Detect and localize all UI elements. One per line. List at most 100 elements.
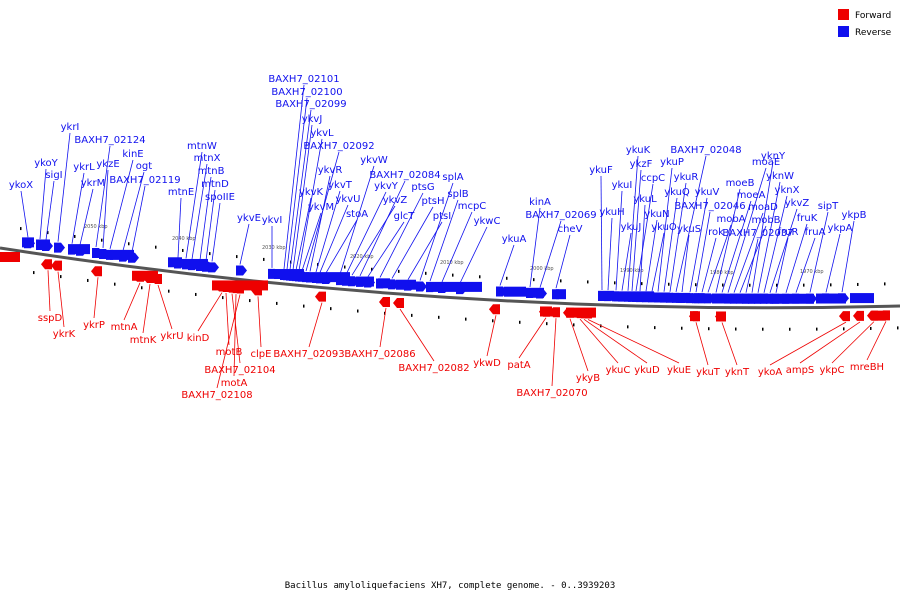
reverse-gene-label: ykrM [81,178,105,189]
reverse-gene-leader [727,167,767,293]
reverse-gene-block [168,257,182,268]
track-tick [479,275,481,279]
reverse-gene-label: glcT [394,211,416,222]
reverse-gene-leader [607,217,613,291]
reverse-gene-label: mobB [751,215,780,226]
reverse-gene-label: ykpA [828,223,853,234]
track-tick [560,279,562,283]
reverse-gene-leader [309,175,331,272]
reverse-gene-leader [79,188,94,245]
track-tick [695,283,697,287]
reverse-gene-label: mobA [716,214,745,225]
forward-gene-leader [379,307,387,348]
reverse-gene-leader [841,220,855,293]
forward-gene-leader [551,318,557,387]
reverse-gene-leader [441,211,473,283]
forward-gene-block [0,252,20,262]
forward-gene-leader [518,317,547,359]
reverse-gene-label: fruK [797,213,818,224]
track-tick [47,231,49,235]
reverse-gene-label: fruA [805,227,826,238]
reverse-gene-block [850,293,874,304]
reverse-gene-label: mtnX [194,153,221,164]
reverse-gene-label: ptsG [411,182,434,193]
reverse-gene-label: ykvW [360,155,388,166]
reverse-gene-label: ykvE [237,213,261,224]
reverse-gene-label: ykuV [695,187,720,198]
reverse-gene-block [36,239,50,250]
reverse-gene-leader [199,176,212,261]
legend-forward-label: Forward [855,11,891,21]
reverse-gene-arrow [208,262,219,273]
reverse-gene-label: BAXH7_02092 [303,141,374,152]
forward-gene-label: BAXH7_02104 [204,365,275,376]
reverse-gene-block [426,281,482,292]
reverse-gene-label: ykuK [626,145,651,156]
reverse-gene-block [306,272,350,283]
reverse-gene-block [526,287,544,298]
track-tick [546,322,548,326]
forward-gene-label: BAXH7_02082 [398,363,469,374]
track-tick [384,311,386,315]
reverse-gene-leader [289,109,312,270]
forward-gene-label: clpE [251,349,272,360]
forward-gene-leader [399,308,435,362]
track-tick [101,238,103,242]
reverse-gene-label: BAXH7_02119 [109,175,180,186]
reverse-gene-label: mtnB [198,166,225,177]
reverse-gene-label: moeA [737,190,766,201]
tick-label: 1970 kbp [800,269,824,275]
reverse-gene-label: mcpC [458,201,487,212]
track-tick [371,267,373,271]
track-tick [33,271,35,275]
reverse-gene-label: yknW [766,171,794,182]
forward-gene-block [690,311,698,322]
reverse-gene-label: kinE [122,149,143,160]
forward-gene-label: ykpC [819,365,844,376]
track-tick [708,327,710,331]
reverse-gene-label: BAXH7_02100 [271,87,342,98]
forward-gene-label: ykrP [83,320,105,331]
reverse-gene-block [816,293,846,304]
forward-gene-label: motA [221,378,248,389]
reverse-gene-label: ykuQ [664,187,690,198]
reverse-gene-leader [695,211,711,293]
track-tick [465,317,467,321]
track-tick [209,252,211,256]
reverse-gene-leader [57,132,71,242]
forward-gene-label: ykuD [634,365,660,376]
forward-gene-label: ykrU [160,331,183,342]
reverse-gene-label: ykvZ [383,195,408,206]
reverse-gene-leader [785,223,808,293]
reverse-gene-leader [345,191,387,275]
reverse-gene-leader [635,183,654,292]
reverse-gene-leader [109,159,134,249]
reverse-gene-leader [681,234,690,293]
track-tick [411,313,413,317]
forward-gene-leader [233,294,237,377]
reverse-gene-leader [809,211,829,293]
reverse-gene-label: BAXH7_02046 [674,201,745,212]
reverse-gene-label: yknX [775,185,800,196]
reverse-gene-label: moeB [726,178,755,189]
forward-gene-arrow [489,304,500,315]
reverse-gene-arrow [54,242,65,253]
forward-gene-label: ykuT [696,367,721,378]
track-tick [641,282,643,286]
track-tick [722,283,724,287]
reverse-gene-leader [205,189,216,261]
tick-label: 1990 kbp [620,268,644,274]
reverse-gene-label: ykuA [502,234,527,245]
forward-gene-label: ykwD [473,358,501,369]
forward-gene-label: ykoA [758,367,782,378]
forward-gene-leader [831,321,875,364]
reverse-gene-label: ykuI [612,180,633,191]
reverse-gene-leader [131,185,146,252]
reverse-gene-leader [20,190,29,238]
forward-gene-label: BAXH7_02108 [181,390,252,401]
reverse-gene-label: ykuJ [621,222,642,233]
forward-gene-leader [93,277,99,319]
forward-gene-leader [799,321,861,364]
reverse-gene-leader [339,165,375,275]
track-tick [20,227,22,231]
